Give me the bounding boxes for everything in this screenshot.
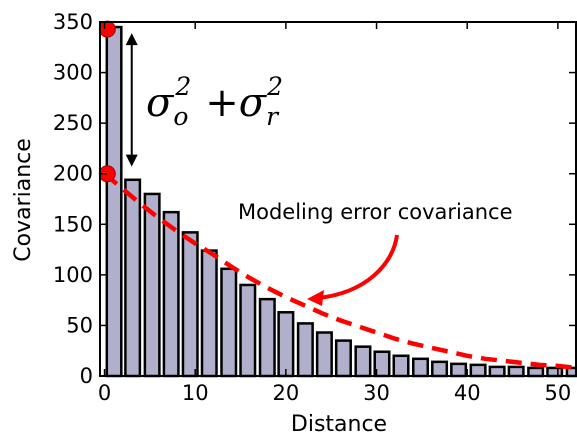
x-tick-label-20: 20	[272, 381, 299, 405]
x-axis-label: Distance	[291, 412, 387, 436]
bar-13	[354, 345, 372, 378]
modeling-error-label: Modeling error covariance	[238, 200, 513, 224]
bar-22	[527, 366, 545, 378]
y-tick-label-150: 150	[53, 212, 93, 236]
y-tick-label-0: 0	[80, 364, 93, 388]
plot-frame	[99, 21, 577, 377]
y-tick-label-100: 100	[53, 263, 93, 287]
x-tick-label-30: 30	[363, 381, 390, 405]
y-axis-label: Covariance	[11, 138, 36, 262]
bar-20	[488, 365, 506, 378]
variance-arrow-head-bottom	[125, 154, 138, 167]
marker-point-0	[98, 20, 116, 38]
arrow-layer	[125, 33, 138, 167]
bar-5	[200, 249, 218, 378]
bar-16	[412, 357, 430, 378]
x-tick-label-0: 0	[98, 381, 111, 405]
bar-2	[143, 192, 161, 378]
modeling-error-arrow	[307, 234, 399, 306]
bar-8	[258, 297, 276, 378]
y-tick-label-300: 300	[53, 61, 93, 85]
ticks-layer: 0 50 100 150 200 250 300 350 0 10 20 30 40 50	[53, 10, 576, 405]
bar-12	[334, 339, 352, 378]
bar-6	[220, 267, 238, 378]
curve-layer	[103, 171, 577, 371]
x-tick-label-50: 50	[544, 381, 571, 405]
x-tick-label-10: 10	[182, 381, 209, 405]
bar-1	[124, 178, 142, 378]
variance-arrow-head-top	[125, 33, 138, 46]
bar-11	[315, 331, 333, 378]
bar-23	[546, 366, 564, 378]
bar-19	[469, 363, 487, 378]
x-tick-label-40: 40	[454, 381, 481, 405]
bar-7	[239, 283, 257, 378]
y-tick-label-50: 50	[66, 313, 93, 337]
bar-17	[431, 360, 449, 378]
y-tick-label-200: 200	[53, 162, 93, 186]
bar-21	[507, 365, 525, 378]
y-tick-label-350: 350	[53, 10, 93, 34]
model-covariance-curve	[103, 171, 577, 371]
bar-0	[105, 25, 123, 378]
bar-18	[450, 362, 468, 378]
bars-layer	[105, 25, 577, 378]
axes-layer	[99, 21, 577, 377]
sigma-formula: σo2 +σr2	[146, 72, 283, 131]
bar-15	[392, 354, 410, 378]
points-layer	[98, 20, 116, 183]
y-tick-label-250: 250	[53, 111, 93, 135]
bar-3	[162, 210, 180, 378]
bar-4	[181, 231, 199, 378]
bar-10	[296, 322, 314, 378]
bar-9	[277, 311, 295, 378]
